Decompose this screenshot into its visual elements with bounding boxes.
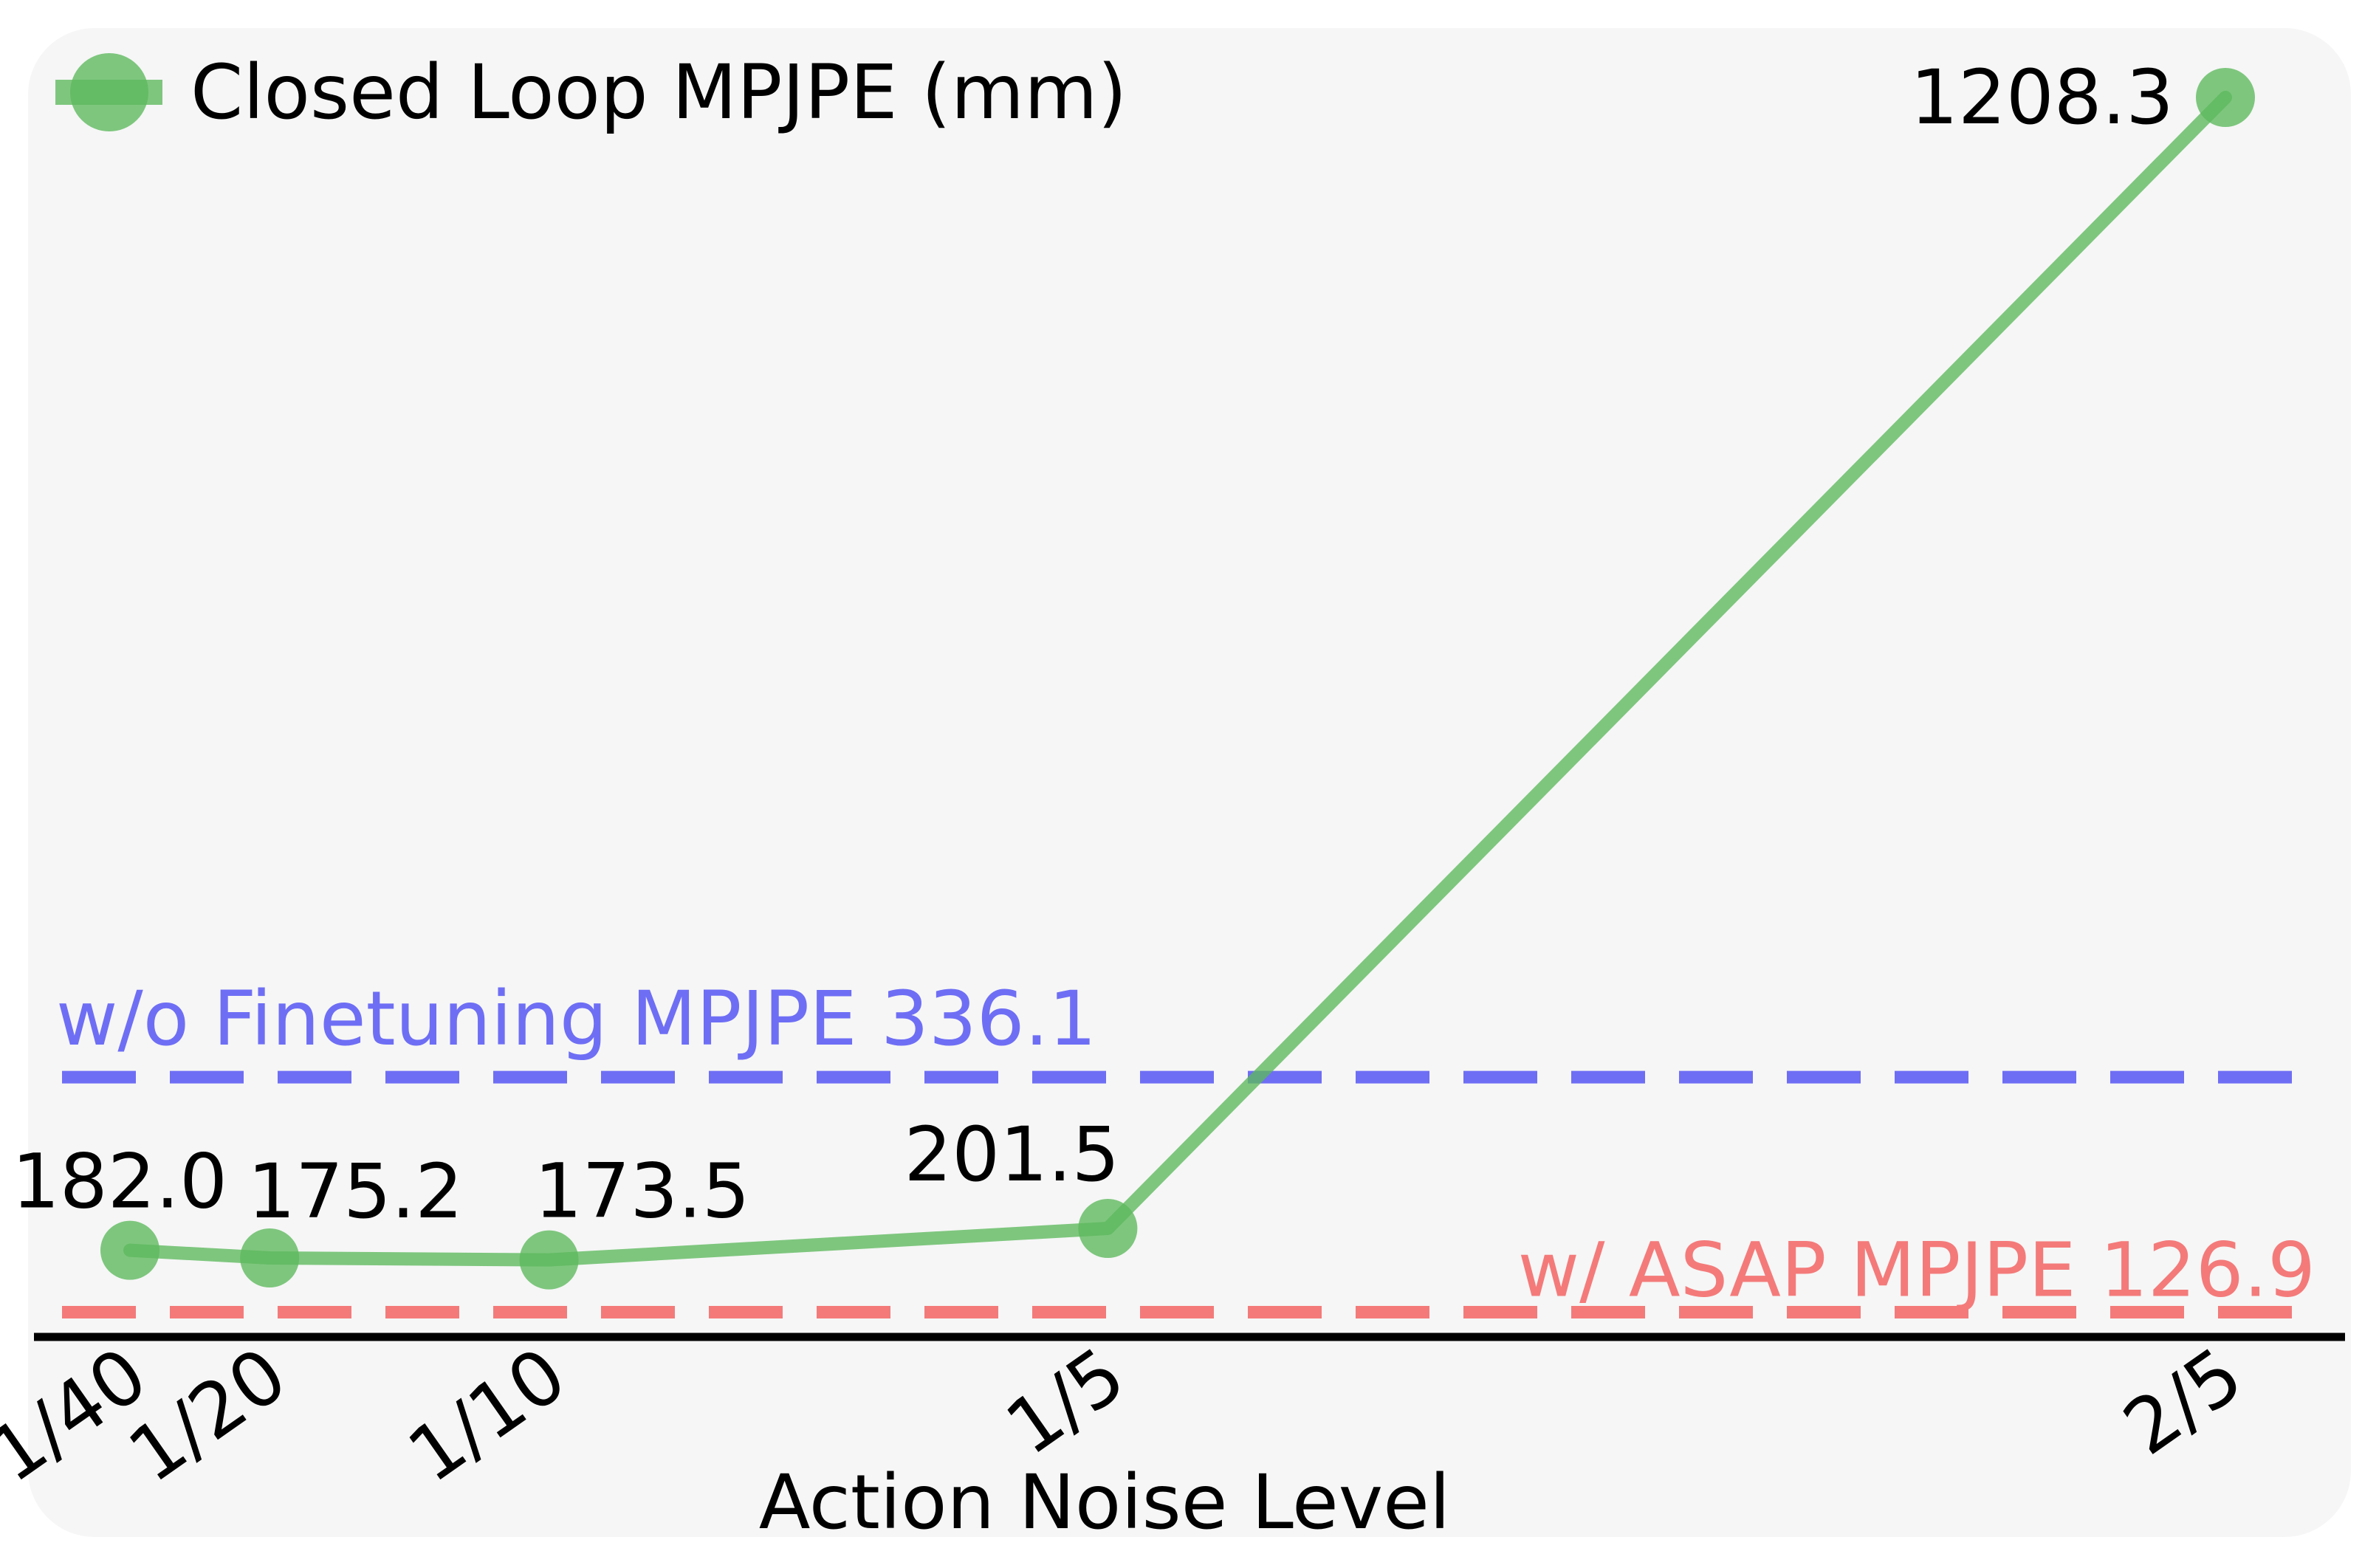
x-axis-title: Action Noise Level (759, 1459, 1450, 1547)
data-point-1-20 (240, 1228, 300, 1288)
legend-dot-marker (70, 53, 148, 131)
data-point-1-5 (1078, 1198, 1138, 1258)
reference-lines: w/o Finetuning MPJPE 336.1 w/ ASAP MPJPE… (56, 975, 2316, 1318)
data-label-1-40: 182.0 (12, 1138, 227, 1226)
reference-label-finetuning: w/o Finetuning MPJPE 336.1 (56, 975, 1096, 1063)
reference-label-asap: w/ ASAP MPJPE 126.9 (1518, 1227, 2316, 1315)
data-point-2-5 (2196, 68, 2255, 127)
data-labels: 182.0 175.2 173.5 201.5 1208.3 (12, 54, 2174, 1236)
data-points (100, 68, 2255, 1290)
legend: Closed Loop MPJPE (mm) (55, 49, 1127, 137)
data-label-1-20: 175.2 (247, 1148, 463, 1236)
series-closed-loop: 182.0 175.2 173.5 201.5 1208.3 (12, 54, 2255, 1290)
legend-label: Closed Loop MPJPE (mm) (190, 49, 1127, 137)
data-label-1-10: 173.5 (535, 1148, 750, 1236)
data-label-1-5: 201.5 (904, 1111, 1119, 1199)
chart-background (28, 28, 2351, 1537)
data-label-2-5: 1208.3 (1910, 54, 2174, 142)
data-point-1-10 (519, 1230, 579, 1290)
data-point-1-40 (100, 1220, 159, 1280)
